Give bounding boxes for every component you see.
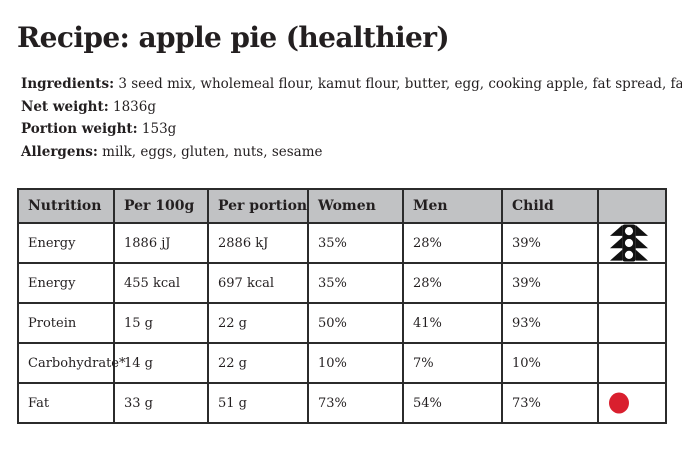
column-header-men: Men [402,188,503,224]
nutrient-name: Energy [17,262,115,304]
child-pct: 73% [501,382,599,424]
per-100g-value: 33 g [113,382,209,424]
per-portion-value: 22 g [207,302,309,344]
table-row-energy-kcal: Energy 455 kcal 697 kcal 35% 28% 39% [17,262,667,304]
table-row-energy-kj: Energy 1886 jJ 2886 kJ 35% 28% 39% [17,222,667,264]
table-row-fat: Fat 33 g 51 g 73% 54% 73% [17,382,667,424]
per-portion-value: 51 g [207,382,309,424]
indicator-cell [597,342,667,384]
red-circle-icon [609,392,629,414]
per-100g-value: 455 kcal [113,262,209,304]
meta-value: milk, eggs, gluten, nuts, sesame [97,143,323,160]
column-header-per-portion: Per portion [207,188,309,224]
women-pct: 35% [307,222,404,264]
men-pct: 54% [402,382,503,424]
per-portion-value: 697 kcal [207,262,309,304]
women-pct: 50% [307,302,404,344]
meta-label: Ingredients: [21,76,115,92]
nutrient-name: Fat [17,382,115,424]
indicator-cell [597,382,667,424]
child-pct: 10% [501,342,599,384]
meta-portion-weight: Portion weight: 153g [21,118,666,141]
page-title: Recipe: apple pie (healthier) [17,21,450,54]
column-header-per-100g: Per 100g [113,188,209,224]
women-pct: 10% [307,342,404,384]
indicator-cell [597,262,667,304]
traffic-light-icon [610,224,648,262]
meta-label: Portion weight: [21,121,138,137]
nutrient-name: Energy [17,222,115,264]
per-portion-value: 2886 kJ [207,222,309,264]
meta-net-weight: Net weight: 1836g [21,96,666,119]
table-row-protein: Protein 15 g 22 g 50% 41% 93% [17,302,667,344]
indicator-cell [597,302,667,344]
nutrient-name: Protein [17,302,115,344]
column-header-women: Women [307,188,404,224]
meta-label: Net weight: [21,98,109,115]
per-portion-value: 22 g [207,342,309,384]
table-header-row: Nutrition Per 100g Per portion Women Men… [17,188,667,224]
per-100g-value: 15 g [113,302,209,344]
column-header-nutrition: Nutrition [17,188,115,224]
column-header-child: Child [501,188,599,224]
child-pct: 93% [501,302,599,344]
women-pct: 73% [307,382,404,424]
meta-value: 1836g [108,98,156,115]
column-header-indicator [597,188,667,224]
nutrition-table: Nutrition Per 100g Per portion Women Men… [17,188,667,424]
meta-value: 3 seed mix, wholemeal flour, kamut flour… [118,76,682,92]
men-pct: 7% [402,342,503,384]
nutrient-name: Carbohydrate* [17,342,125,384]
recipe-sheet: Recipe: apple pie (healthier) Ingredient… [17,21,682,424]
men-pct: 28% [402,262,503,304]
recipe-meta: Ingredients: 3 seed mix, wholemeal flour… [21,73,682,164]
meta-label: Allergens: [21,143,98,160]
meta-ingredients: Ingredients: 3 seed mix, wholemeal flour… [21,73,682,96]
child-pct: 39% [501,222,599,264]
meta-value: 153g [137,121,177,137]
meta-allergens: Allergens: milk, eggs, gluten, nuts, ses… [21,141,666,164]
men-pct: 28% [402,222,503,264]
table-row-carbohydrate: Carbohydrate* 14 g 22 g 10% 7% 10% [17,342,667,384]
men-pct: 41% [402,302,503,344]
indicator-cell [597,222,667,264]
per-100g-value: 1886 jJ [113,222,209,264]
child-pct: 39% [501,262,599,304]
per-100g-value: 14 g [113,342,209,384]
women-pct: 35% [307,262,404,304]
